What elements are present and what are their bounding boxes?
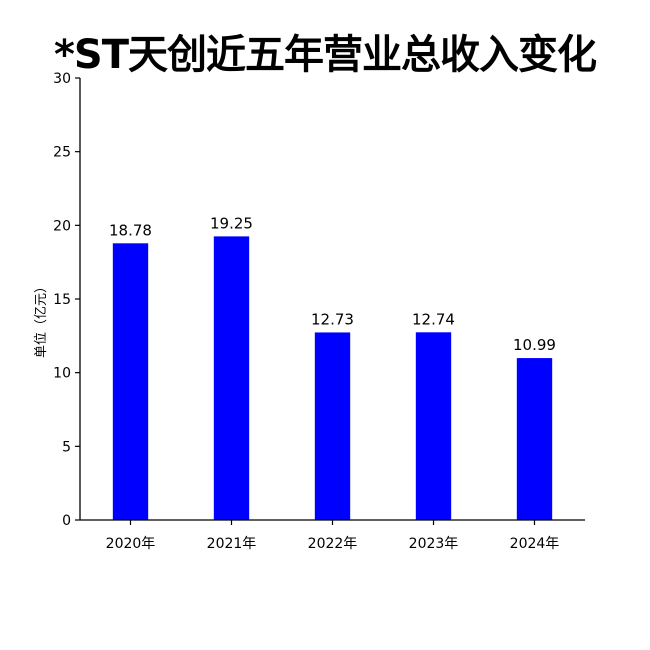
x-tick-label: 2020年 <box>106 536 156 552</box>
bars-group <box>112 236 553 521</box>
bar <box>415 332 452 520</box>
x-axis-ticks: 2020年 2021年 2022年 2023年 2024年 <box>106 520 560 552</box>
bar-value-label: 12.74 <box>412 310 455 328</box>
y-axis-label: 单位（亿元） <box>34 280 49 358</box>
bar <box>112 243 149 521</box>
x-tick-label: 2024年 <box>510 536 560 552</box>
y-tick-label: 5 <box>62 439 71 455</box>
value-labels-group: 18.78 19.25 12.73 12.74 10.99 <box>109 214 556 354</box>
bar-value-label: 19.25 <box>210 214 253 232</box>
y-tick-label: 0 <box>62 513 71 529</box>
y-tick-label: 20 <box>53 218 71 234</box>
x-tick-label: 2022年 <box>308 536 358 552</box>
bar <box>213 236 250 520</box>
y-tick-label: 25 <box>53 145 71 161</box>
bar-value-label: 10.99 <box>513 336 556 354</box>
y-tick-label: 30 <box>53 71 71 87</box>
bar <box>516 358 553 520</box>
bar-value-label: 12.73 <box>311 310 354 328</box>
y-tick-label: 15 <box>53 292 71 308</box>
x-tick-label: 2023年 <box>409 536 459 552</box>
chart-title: *ST天创近五年营业总收入变化 <box>53 32 597 78</box>
bar-value-label: 18.78 <box>109 221 152 239</box>
y-axis-ticks: 0 5 10 15 20 25 30 <box>53 71 80 529</box>
y-tick-label: 10 <box>53 366 71 382</box>
x-tick-label: 2021年 <box>207 536 257 552</box>
bar <box>314 332 351 520</box>
